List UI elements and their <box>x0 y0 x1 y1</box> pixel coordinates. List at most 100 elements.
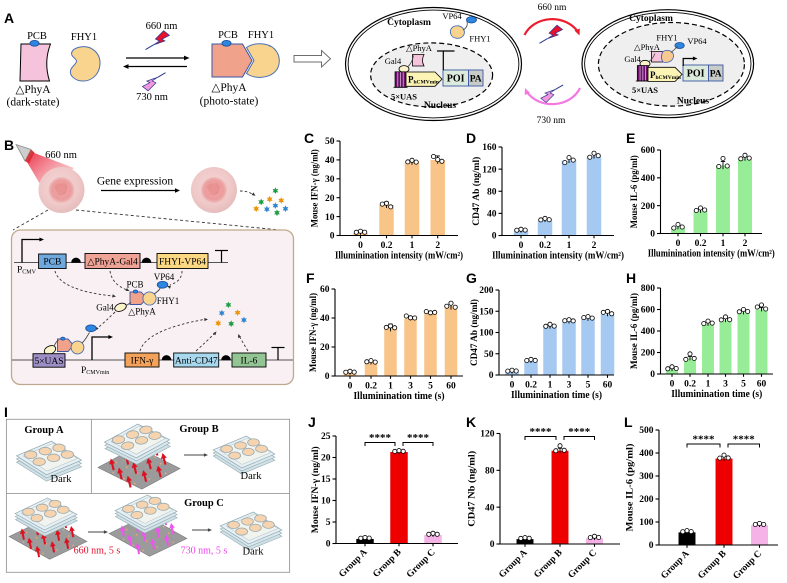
svg-text:40: 40 <box>487 210 497 220</box>
svg-text:Mouse IFN-γ (ng/ml): Mouse IFN-γ (ng/ml) <box>310 446 321 533</box>
svg-text:POI: POI <box>447 74 465 85</box>
svg-text:20: 20 <box>320 343 330 353</box>
svg-text:5: 5 <box>428 382 433 392</box>
svg-text:0.2: 0.2 <box>381 241 393 251</box>
svg-text:Gal4: Gal4 <box>96 303 114 313</box>
svg-text:600: 600 <box>641 146 656 156</box>
svg-text:PhCMVmin: PhCMVmin <box>408 75 439 86</box>
svg-text:CD47 Ab (ng/ml): CD47 Ab (ng/ml) <box>471 157 482 226</box>
svg-text:1: 1 <box>721 239 726 249</box>
svg-text:150: 150 <box>479 307 494 317</box>
svg-text:C: C <box>304 130 314 146</box>
svg-text:L: L <box>624 414 633 430</box>
svg-text:Mouse IL-6 (pg/ml): Mouse IL-6 (pg/ml) <box>629 293 640 369</box>
svg-text:Illuminination intensity (mW/c: Illuminination intensity (mW/cm²) <box>492 251 624 262</box>
svg-text:0: 0 <box>650 370 655 380</box>
svg-text:△PhyA: △PhyA <box>211 82 247 94</box>
svg-text:PA: PA <box>470 75 482 85</box>
svg-text:0: 0 <box>330 232 335 242</box>
svg-text:△PhyA-Gal4: △PhyA-Gal4 <box>87 257 138 267</box>
svg-text:0.2: 0.2 <box>684 380 696 390</box>
svg-text:PCB: PCB <box>218 30 238 41</box>
svg-text:120: 120 <box>482 165 497 175</box>
svg-text:Illuminination time (s): Illuminination time (s) <box>511 390 602 401</box>
svg-text:800: 800 <box>641 284 656 294</box>
svg-text:****: **** <box>733 434 756 446</box>
svg-text:20: 20 <box>325 194 335 204</box>
svg-text:5: 5 <box>326 518 331 528</box>
svg-text:3: 3 <box>408 382 413 392</box>
svg-text:1: 1 <box>567 241 572 251</box>
svg-text:0: 0 <box>519 241 524 251</box>
svg-text:1: 1 <box>410 241 415 251</box>
svg-text:IL-6: IL-6 <box>241 356 258 366</box>
svg-text:Dark: Dark <box>241 471 263 482</box>
svg-text:40: 40 <box>320 314 330 324</box>
svg-text:CD47 Ab (ng/ml): CD47 Ab (ng/ml) <box>469 299 480 366</box>
svg-text:Nucleus: Nucleus <box>677 97 710 107</box>
svg-text:2: 2 <box>743 239 748 249</box>
svg-text:400: 400 <box>639 449 654 459</box>
svg-text:POI: POI <box>687 69 705 80</box>
svg-text:Mouse IFN-γ (ng/ml): Mouse IFN-γ (ng/ml) <box>308 293 319 372</box>
svg-text:Cytoplasm: Cytoplasm <box>387 18 431 28</box>
svg-text:VP64: VP64 <box>687 36 707 46</box>
svg-text:0: 0 <box>358 241 363 251</box>
svg-text:0: 0 <box>670 380 675 390</box>
svg-text:0.2: 0.2 <box>525 381 537 391</box>
svg-text:FHY1: FHY1 <box>71 32 97 43</box>
svg-text:Mouse IL-6 (pg/ml): Mouse IL-6 (pg/ml) <box>629 155 640 228</box>
svg-text:PCB: PCB <box>126 280 143 290</box>
svg-text:730 nm: 730 nm <box>136 92 168 103</box>
svg-text:FHY1: FHY1 <box>157 296 180 306</box>
svg-text:400: 400 <box>641 327 656 337</box>
svg-text:730 nm, 5 s: 730 nm, 5 s <box>181 546 228 557</box>
svg-text:0: 0 <box>650 230 655 240</box>
svg-text:400: 400 <box>641 174 656 184</box>
svg-text:PCB: PCB <box>43 258 61 268</box>
svg-text:80: 80 <box>485 467 495 477</box>
svg-text:3: 3 <box>723 380 728 390</box>
svg-text:200: 200 <box>479 286 494 296</box>
svg-text:Group C: Group C <box>184 498 224 509</box>
svg-text:1: 1 <box>706 380 711 390</box>
svg-text:△PhyA: △PhyA <box>15 84 51 96</box>
svg-text:200: 200 <box>639 495 654 505</box>
svg-text:G: G <box>466 270 477 286</box>
svg-text:80: 80 <box>487 187 497 197</box>
svg-text:(dark-state): (dark-state) <box>7 97 60 109</box>
svg-text:5×UAS: 5×UAS <box>391 92 417 102</box>
svg-text:0: 0 <box>325 372 330 382</box>
svg-text:5: 5 <box>586 381 591 391</box>
svg-text:IFN-γ: IFN-γ <box>131 356 154 366</box>
svg-text:△PhyA: △PhyA <box>128 307 156 317</box>
svg-text:0.2: 0.2 <box>695 239 707 249</box>
svg-text:30: 30 <box>325 175 335 185</box>
svg-text:Mouse IFN-γ (ng/ml): Mouse IFN-γ (ng/ml) <box>310 149 321 227</box>
svg-text:1: 1 <box>548 381 553 391</box>
svg-text:FHY1: FHY1 <box>469 34 490 44</box>
svg-text:****: **** <box>407 432 430 444</box>
svg-text:0: 0 <box>489 371 494 381</box>
svg-text:60: 60 <box>757 380 767 390</box>
svg-text:40: 40 <box>485 503 495 513</box>
svg-text:Nucleus: Nucleus <box>424 101 457 111</box>
svg-text:0: 0 <box>492 232 497 242</box>
svg-text:660 nm: 660 nm <box>538 3 567 13</box>
svg-text:A: A <box>4 10 14 26</box>
svg-text:0: 0 <box>348 382 353 392</box>
svg-text:15: 15 <box>321 475 331 485</box>
svg-text:****: **** <box>568 426 591 438</box>
svg-text:300: 300 <box>639 472 654 482</box>
svg-text:100: 100 <box>479 329 494 339</box>
svg-text:600: 600 <box>641 306 656 316</box>
svg-text:PhCMVmin: PhCMVmin <box>650 70 681 81</box>
svg-text:Mouse IL-6 (pg/ml): Mouse IL-6 (pg/ml) <box>625 444 636 532</box>
svg-text:730 nm: 730 nm <box>537 116 566 126</box>
svg-text:10: 10 <box>325 213 335 223</box>
svg-text:△PhyA: △PhyA <box>406 43 433 53</box>
svg-text:Illuminination time (s): Illuminination time (s) <box>671 389 762 400</box>
svg-text:25: 25 <box>321 432 331 442</box>
svg-text:****: **** <box>369 432 392 444</box>
svg-text:0: 0 <box>490 540 495 550</box>
